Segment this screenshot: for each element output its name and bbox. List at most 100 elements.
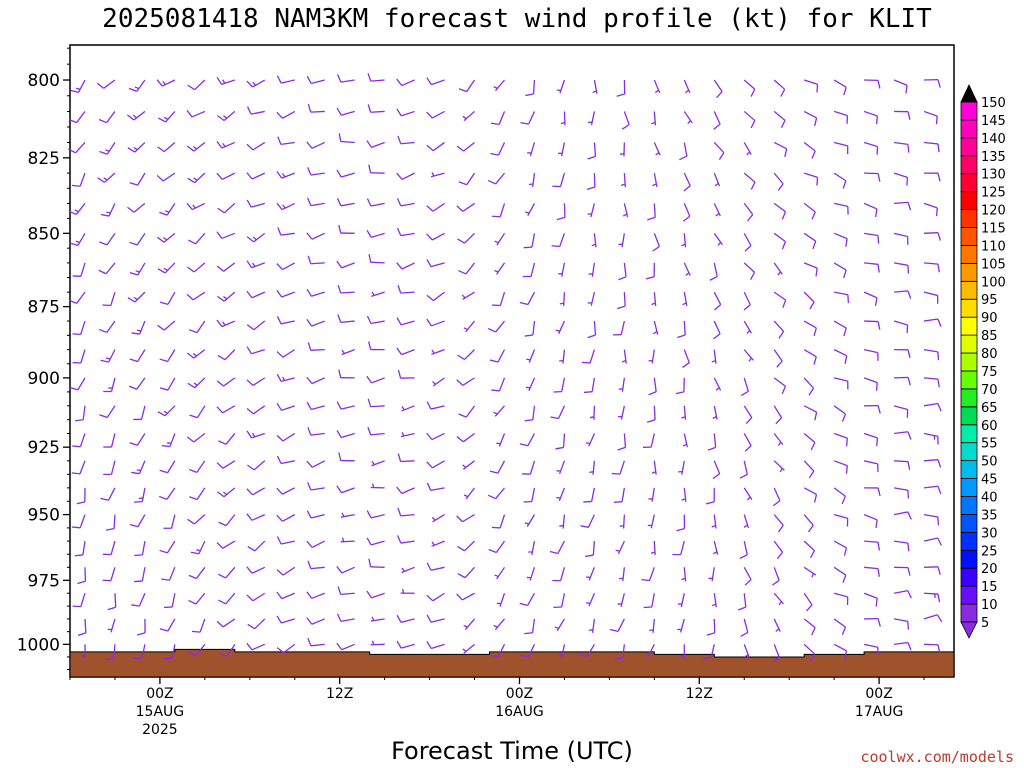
wind-barb [617, 405, 626, 420]
barb-staff [222, 460, 236, 469]
barb-flag-full [907, 511, 912, 520]
barb-staff [743, 593, 747, 608]
barb-flag-half [717, 241, 722, 246]
barb-staff [198, 540, 206, 555]
barb-staff [893, 618, 908, 623]
barb-flag-full [276, 289, 283, 298]
barb-staff [557, 405, 566, 419]
colorbar-label: 10 [981, 598, 998, 613]
barb-flag-half [680, 654, 685, 657]
barb-flag-full [877, 618, 881, 627]
wind-barb [306, 376, 325, 385]
wind-barb [164, 644, 176, 660]
wind-barb [246, 141, 266, 151]
wind-barb [306, 510, 325, 519]
wind-barb [739, 460, 748, 479]
barb-flag-half [775, 628, 780, 632]
barb-staff [559, 79, 566, 94]
barb-staff [773, 592, 784, 605]
wind-barb [773, 110, 786, 129]
wind-barb [622, 203, 629, 218]
wind-barb [740, 377, 749, 397]
barb-staff [340, 79, 355, 83]
wind-barb [276, 349, 296, 358]
wind-barb [559, 292, 566, 307]
barb-flag-full [306, 376, 313, 384]
barb-flag-half [133, 296, 138, 301]
wind-barb [396, 172, 415, 180]
wind-barb [102, 567, 116, 582]
y-tick-label: 850 [28, 224, 60, 244]
barb-staff [310, 110, 325, 113]
barb-staff [114, 593, 117, 608]
barb-flag-full [488, 548, 497, 554]
wind-barb [276, 373, 295, 383]
barb-flag-full [396, 317, 402, 326]
wind-barb [526, 567, 536, 581]
barb-flag-full [937, 379, 940, 388]
barb-staff [161, 79, 176, 87]
wind-barb [426, 110, 445, 119]
wind-barb [923, 402, 942, 412]
barb-staff [199, 618, 206, 633]
barb-staff [162, 172, 176, 182]
colorbar-label: 95 [981, 293, 998, 308]
barb-flag-full [457, 238, 465, 244]
wind-barb [337, 74, 355, 83]
barb-flag-half [714, 182, 719, 187]
barb-staff [833, 377, 848, 382]
barb-flag-full [397, 535, 402, 544]
wind-barb [773, 262, 783, 276]
barb-flag-full [845, 438, 848, 447]
barb-staff [76, 111, 86, 124]
wind-barb [893, 487, 910, 499]
barb-flag-full [716, 91, 723, 99]
barb-staff [497, 349, 506, 363]
wind-barb [863, 514, 878, 529]
barb-flag-full [136, 632, 146, 636]
wind-barb [276, 566, 296, 576]
barb-staff [592, 460, 596, 475]
wind-barb [581, 349, 596, 364]
colorbar-box [960, 209, 978, 228]
wind-barb [803, 202, 816, 220]
colorbar-label: 65 [981, 401, 998, 416]
barb-flag-half [645, 652, 650, 655]
colorbar-label: 135 [981, 150, 1006, 165]
wind-barb [159, 291, 176, 305]
wind-barb [803, 232, 817, 250]
barb-flag-full [246, 80, 254, 88]
barb-flag-full [426, 318, 432, 327]
barb-flag-half [559, 359, 564, 362]
barb-staff [894, 290, 909, 293]
wind-barb [740, 618, 749, 637]
barb-staff [653, 405, 656, 420]
wind-barb [643, 593, 655, 609]
wind-barb [773, 460, 785, 473]
barb-staff [400, 141, 415, 145]
barb-flag-full [843, 650, 848, 660]
barb-staff [773, 433, 784, 445]
barb-flag-half [715, 212, 720, 217]
wind-barb [488, 540, 506, 554]
wind-barb [524, 514, 536, 527]
wind-barb [462, 460, 475, 470]
barb-staff [77, 377, 86, 391]
barb-staff [401, 262, 415, 270]
barb-flag-full [367, 398, 372, 407]
barb-flag-half [651, 302, 656, 306]
wind-barb [216, 231, 236, 240]
barb-staff [312, 460, 326, 468]
wind-barb [187, 262, 206, 273]
colorbar-box [960, 442, 978, 462]
barb-staff [168, 567, 176, 581]
wind-barb [524, 618, 536, 635]
wind-barb [336, 107, 355, 116]
barb-flag-half [371, 616, 375, 621]
wind-barb [340, 537, 355, 543]
barb-staff [499, 514, 506, 529]
barb-staff [137, 172, 146, 186]
barb-staff [280, 232, 295, 236]
wind-barb [681, 405, 687, 420]
